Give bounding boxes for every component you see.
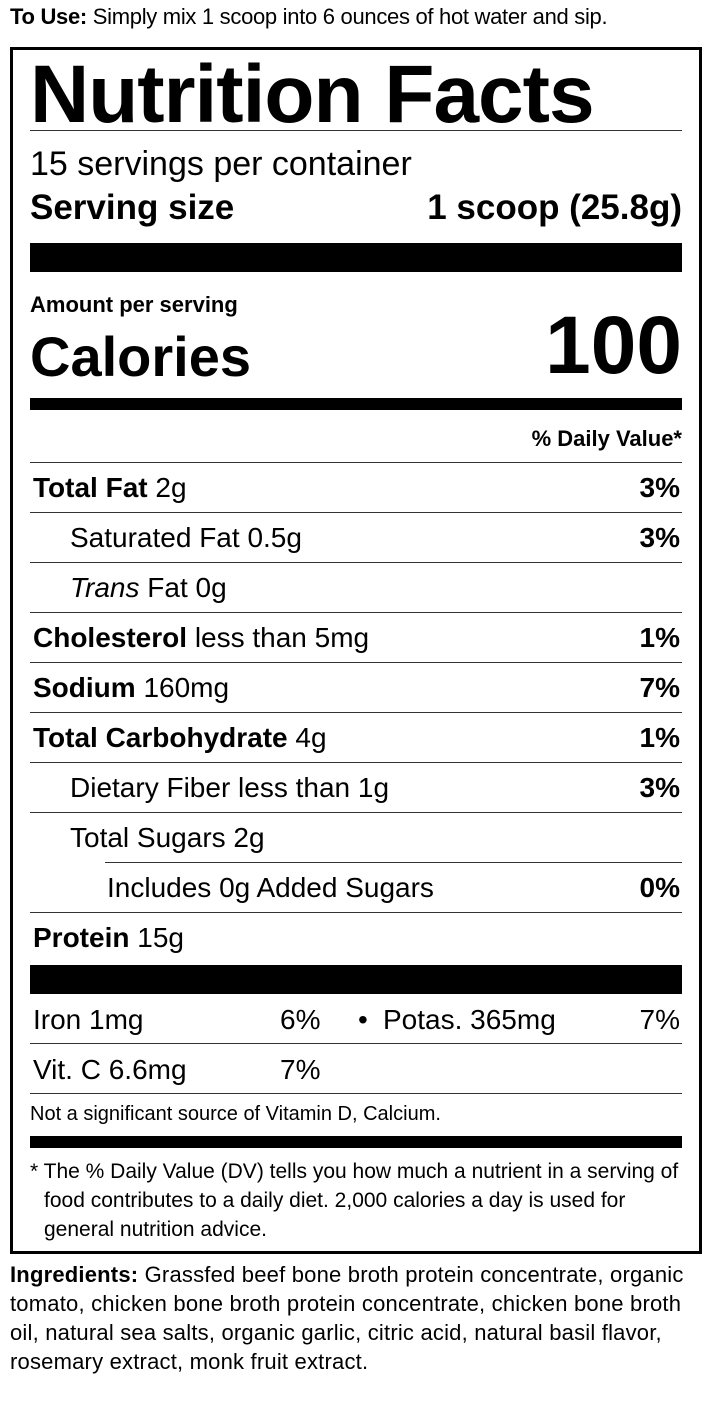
nutrition-facts-panel: Nutrition Facts 15 servings per containe…: [10, 47, 702, 1254]
nutrient-label: Includes 0g Added Sugars: [107, 871, 434, 903]
nutrient-name: Total Sugars 2g: [70, 822, 265, 854]
nutrient-name: Cholesterol less than 5mg: [33, 622, 369, 654]
vitamin-row: Vit. C 6.6mg 7%: [30, 1044, 682, 1094]
vitamin-dv: 6%: [280, 1004, 321, 1035]
nutrient-amount: less than 1g: [238, 771, 390, 803]
nutrient-daily-value: 1%: [639, 721, 680, 753]
usage-text: Simply mix 1 scoop into 6 ounces of hot …: [92, 4, 608, 29]
nutrient-amount: 15g: [137, 922, 184, 953]
nutrient-daily-value: 3%: [639, 771, 680, 803]
nutrient-label: Sodium: [33, 671, 136, 703]
vitamin-dv: 7%: [280, 1054, 321, 1085]
nutrient-name: Total Fat 2g: [33, 472, 187, 504]
serving-size-label: Serving size: [30, 188, 235, 227]
nutrient-amount: 2g: [233, 822, 265, 853]
nutrient-label: Total Sugars: [70, 822, 226, 853]
serving-size: Serving size 1 scoop (25.8g): [30, 187, 682, 229]
nutrient-row: Sodium 160mg 7%: [30, 663, 682, 713]
nutrient-name: Sodium 160mg: [33, 672, 229, 704]
nutrient-name: Includes 0g Added Sugars: [107, 872, 434, 904]
nutrient-daily-value: 7%: [639, 671, 680, 703]
nutrient-row: Trans Fat 0g: [30, 563, 682, 613]
vitamin-amount: Vit. C 6.6mg: [33, 1054, 187, 1085]
separator-bullet: •: [358, 1004, 368, 1035]
nutrient-label-suffix: Fat: [147, 571, 188, 603]
nutrient-name: Trans Fat 0g: [70, 572, 227, 604]
ingredients-label: Ingredients:: [10, 1262, 139, 1287]
nutrient-label: Total Fat: [33, 471, 148, 503]
serving-size-value: 1 scoop (25.8g): [427, 188, 682, 227]
nutrient-amount: 0g: [195, 571, 227, 603]
nutrient-label: Cholesterol: [33, 621, 188, 653]
nutrient-label: Dietary Fiber: [70, 771, 231, 803]
divider: [30, 130, 682, 131]
nutrient-amount: 0.5g: [247, 521, 302, 553]
nutrient-daily-value: 1%: [639, 621, 680, 653]
nutrient-daily-value: 3%: [639, 471, 680, 503]
medium-divider: [30, 398, 682, 410]
calories-label: Calories: [30, 325, 251, 388]
thick-divider: [30, 965, 682, 994]
nutrient-name: Dietary Fiber less than 1g: [70, 772, 389, 804]
servings-per-container: 15 servings per container: [30, 145, 412, 183]
calories-value: 100: [545, 300, 682, 391]
nutrient-row: Total Sugars 2g: [30, 813, 682, 863]
thick-divider: [30, 243, 682, 272]
amount-per-serving: Amount per serving: [30, 292, 238, 317]
nutrient-amount: less than 5mg: [194, 621, 370, 653]
nutrient-amount: 2g: [155, 471, 187, 503]
daily-value-footnote: * The % Daily Value (DV) tells you how m…: [30, 1160, 679, 1241]
mineral-dv: 7%: [639, 1004, 680, 1035]
nutrient-row: Dietary Fiber less than 1g 3%: [30, 763, 682, 813]
vitamin-row: Iron 1mg 6% • Potas. 365mg 7%: [30, 994, 682, 1044]
daily-value-header: % Daily Value*: [531, 426, 682, 451]
nutrient-row: Protein 15g: [30, 913, 682, 963]
nutrient-amount: 160mg: [143, 671, 230, 703]
nutrient-amount: 4g: [295, 721, 327, 753]
usage-label: To Use:: [10, 4, 87, 29]
nutrient-label: Total Carbohydrate: [33, 721, 288, 753]
nutrient-row: Cholesterol less than 5mg 1%: [30, 613, 682, 663]
calories-row: Calories 100: [30, 305, 682, 388]
mineral-amount: Potas. 365mg: [383, 1004, 556, 1035]
nutrient-daily-value: 0%: [639, 871, 680, 903]
not-significant-note: Not a significant source of Vitamin D, C…: [30, 1103, 441, 1125]
nutrient-row: Total Fat 2g 3%: [30, 463, 682, 513]
divider: [30, 462, 682, 463]
panel-title: Nutrition Facts: [30, 49, 595, 140]
vitamin-amount: Iron 1mg: [33, 1004, 144, 1035]
usage-instructions: To Use: Simply mix 1 scoop into 6 ounces…: [10, 4, 608, 30]
medium-divider: [30, 1136, 682, 1148]
nutrient-label: Saturated Fat: [70, 521, 240, 553]
nutrient-row: Includes 0g Added Sugars 0%: [30, 863, 682, 913]
nutrient-daily-value: 3%: [639, 521, 680, 553]
nutrient-name: Saturated Fat 0.5g: [70, 522, 302, 554]
ingredients: Ingredients: Grassfed beef bone broth pr…: [10, 1260, 690, 1376]
nutrient-row: Total Carbohydrate 4g 1%: [30, 713, 682, 763]
nutrient-label: Protein: [33, 922, 130, 953]
nutrient-label: Trans: [70, 571, 140, 603]
divider: [105, 862, 682, 863]
ingredients-text: Grassfed beef bone broth protein concent…: [10, 1262, 684, 1374]
nutrient-name: Total Carbohydrate 4g: [33, 722, 327, 754]
nutrient-row: Saturated Fat 0.5g 3%: [30, 513, 682, 563]
nutrient-name: Protein 15g: [33, 922, 184, 954]
